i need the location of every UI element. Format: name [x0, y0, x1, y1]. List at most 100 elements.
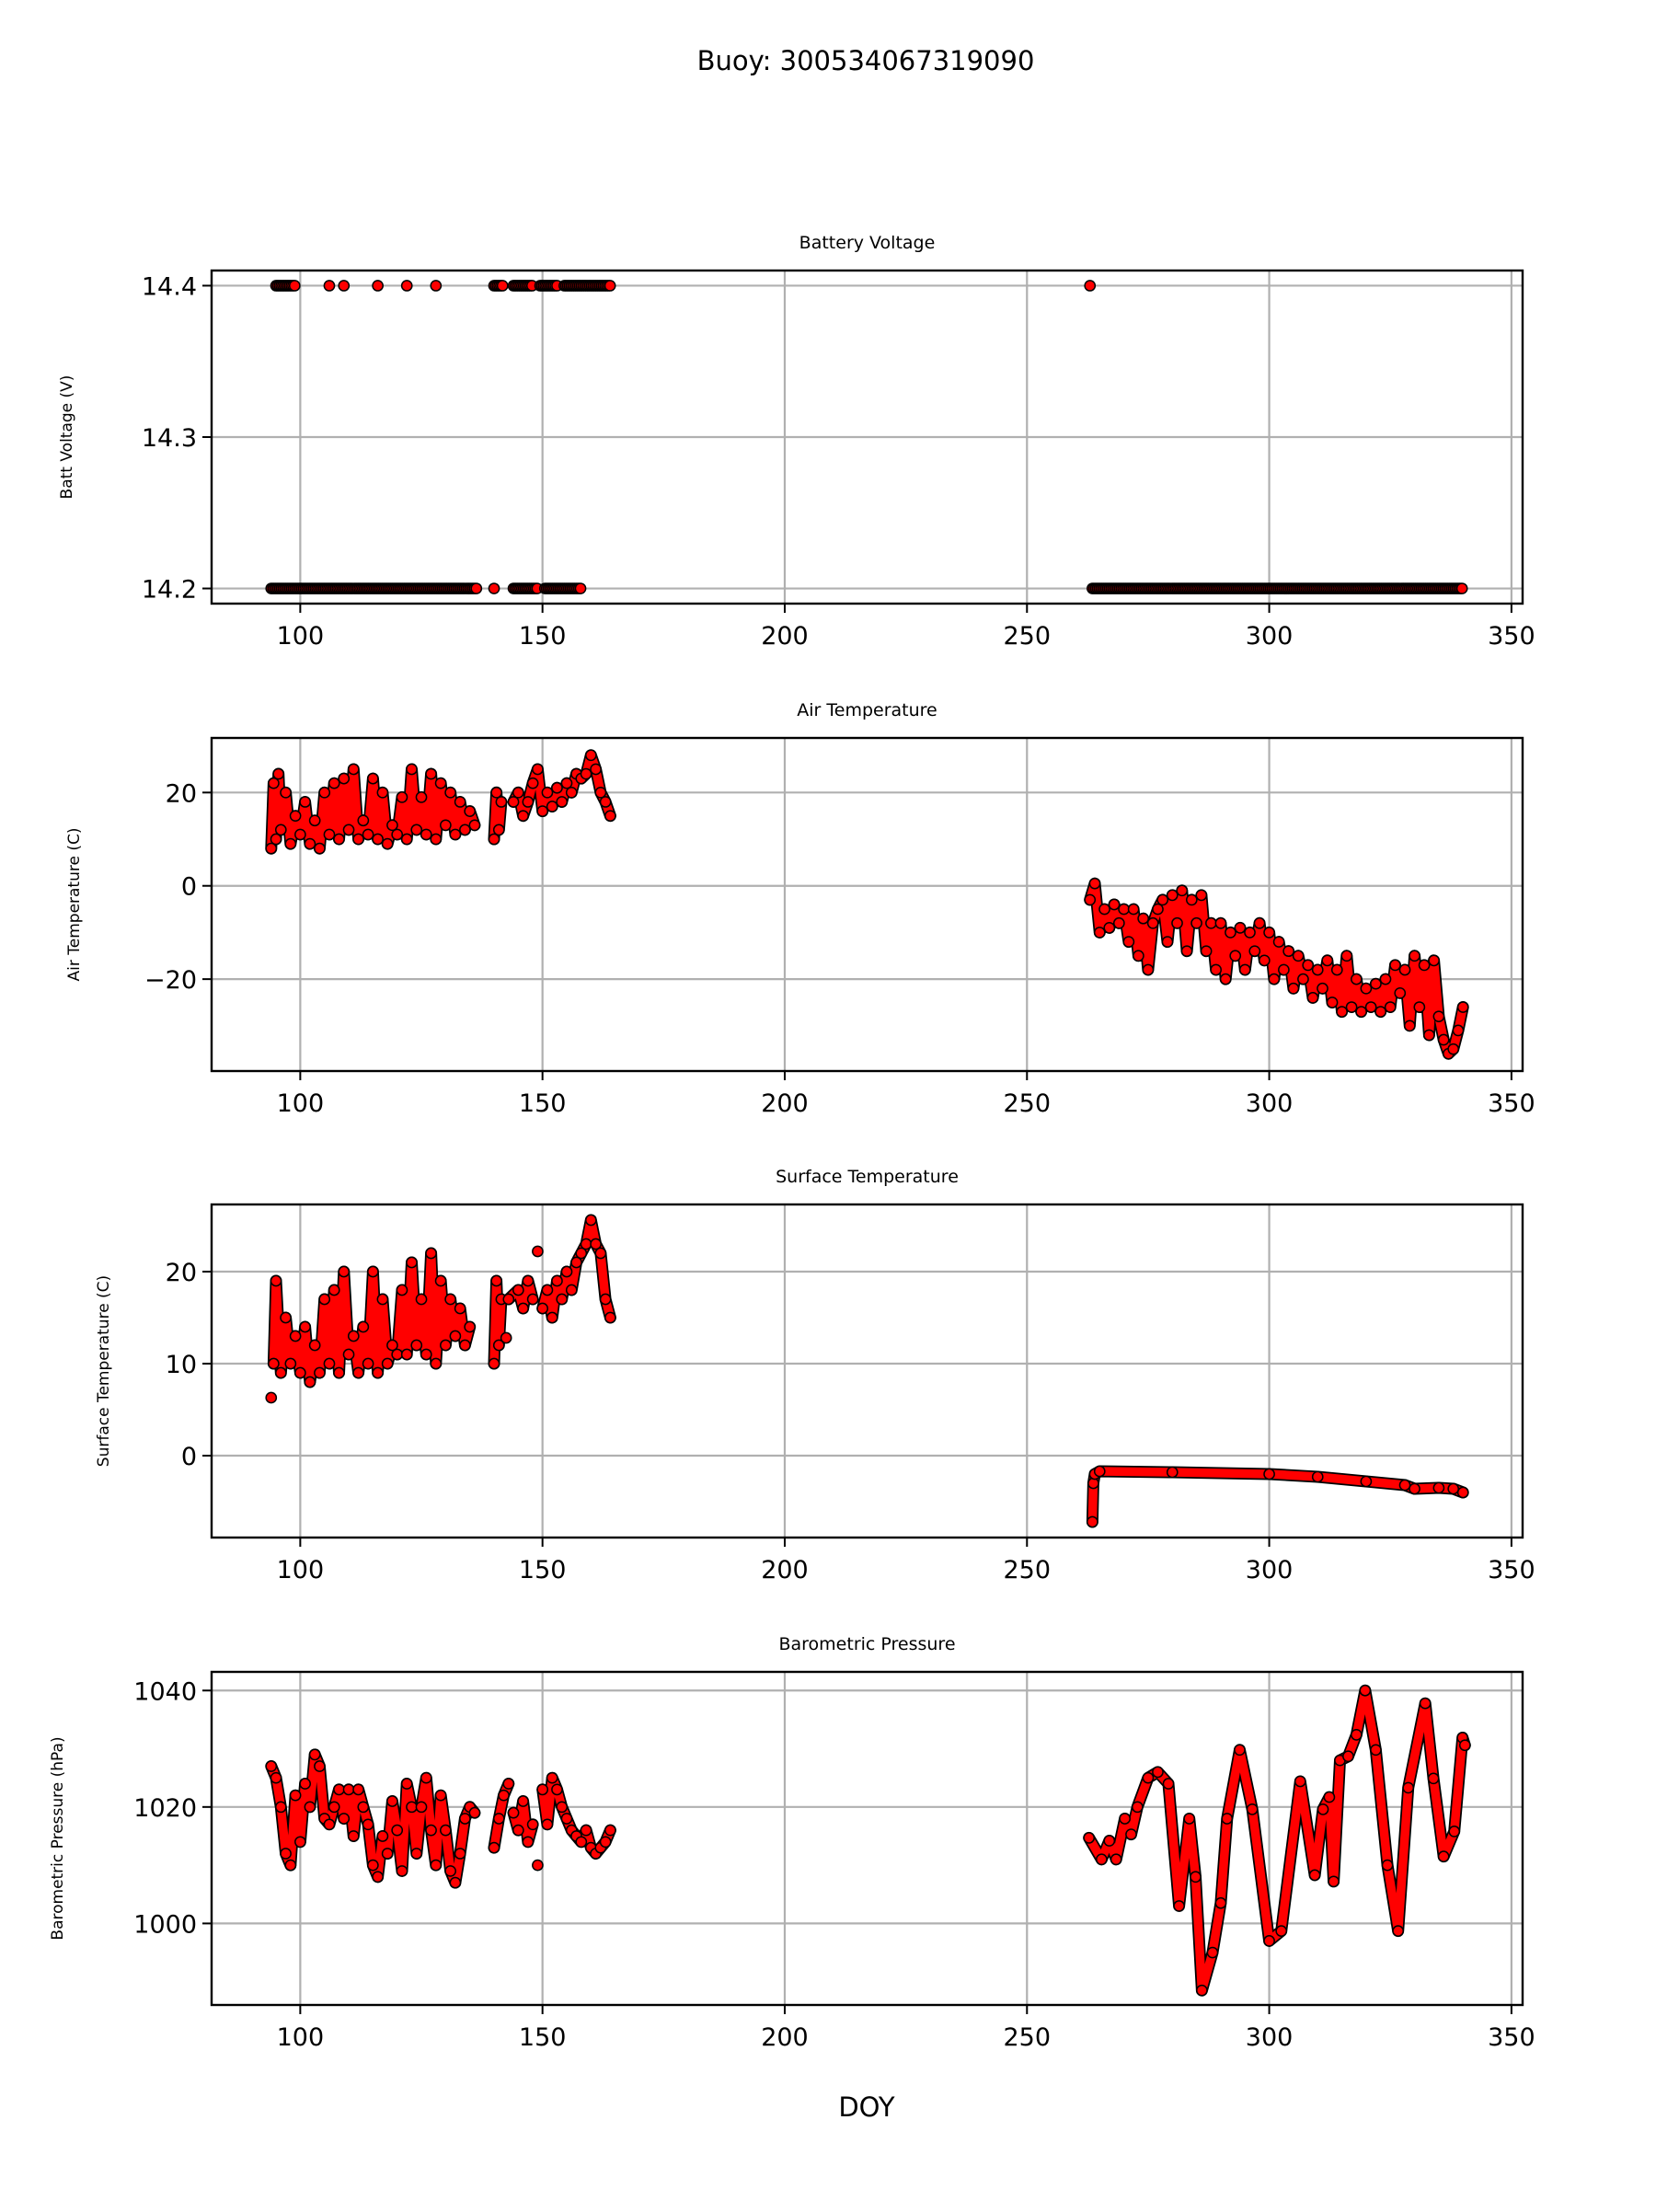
data-point: [1355, 1006, 1367, 1018]
subplot-title: Barometric Pressure: [778, 1634, 955, 1654]
data-point: [420, 1348, 432, 1361]
data-point: [367, 1859, 379, 1872]
data-point: [1413, 1001, 1426, 1013]
data-point: [1392, 1925, 1405, 1937]
data-point: [1287, 982, 1300, 995]
data-point: [1317, 1803, 1329, 1815]
data-point: [1398, 963, 1411, 976]
x-tick-label: 100: [277, 1556, 325, 1584]
data-point: [536, 1783, 549, 1796]
y-tick-label: 0: [181, 873, 197, 902]
data-point: [512, 1824, 524, 1837]
data-point: [584, 749, 597, 762]
data-point: [328, 777, 340, 789]
data-point: [406, 763, 418, 776]
data-point: [1389, 959, 1401, 972]
data-point: [1452, 1024, 1465, 1037]
x-tick-label: 300: [1246, 622, 1294, 651]
data-point: [1190, 1871, 1202, 1884]
data-point: [270, 1771, 282, 1784]
data-point: [396, 791, 408, 803]
data-point: [1096, 1853, 1108, 1866]
data-point: [604, 280, 616, 292]
data-point: [284, 1357, 297, 1370]
data-point: [1084, 280, 1097, 292]
data-point: [274, 824, 287, 836]
data-point: [1374, 1006, 1387, 1018]
data-point: [580, 1824, 592, 1837]
data-point: [1200, 945, 1213, 958]
data-point: [420, 828, 432, 841]
data-point: [352, 1366, 364, 1379]
data-point: [1131, 1801, 1144, 1814]
subplot-title: Surface Temperature: [776, 1167, 959, 1187]
data-point: [342, 1348, 355, 1361]
data-point: [604, 1824, 616, 1837]
data-point: [498, 1789, 510, 1802]
data-point: [347, 763, 360, 776]
data-point: [1146, 916, 1159, 929]
data-point: [1229, 950, 1242, 962]
data-point: [1351, 973, 1363, 985]
data-point: [1278, 963, 1290, 976]
data-point: [1263, 927, 1275, 939]
data-point: [1171, 916, 1183, 929]
data-point: [1345, 1001, 1358, 1013]
data-point: [357, 1320, 370, 1333]
data-point: [560, 777, 573, 789]
data-point: [470, 582, 483, 594]
data-point: [314, 842, 326, 855]
data-point: [1340, 950, 1353, 962]
series-line: [489, 788, 506, 844]
data-point: [1381, 1859, 1394, 1872]
data-point: [333, 833, 345, 846]
y-tick-label: 10: [166, 1351, 197, 1379]
data-point: [1110, 1853, 1122, 1866]
x-tick-label: 150: [519, 1089, 567, 1118]
data-point: [308, 1748, 321, 1761]
y-tick-label: 14.3: [142, 424, 197, 453]
data-point: [440, 819, 452, 832]
data-point: [599, 1836, 612, 1849]
data-point: [1447, 1043, 1460, 1055]
data-point: [500, 1331, 512, 1344]
data-point: [1317, 982, 1328, 995]
data-point: [272, 767, 285, 780]
data-point: [357, 1801, 370, 1814]
data-point: [454, 1302, 466, 1315]
data-point: [400, 1778, 413, 1790]
data-point: [444, 1293, 456, 1306]
data-point: [1210, 963, 1223, 976]
y-tick-label: −20: [144, 966, 197, 995]
data-point: [289, 810, 302, 823]
x-tick-label: 150: [519, 622, 567, 651]
data-point: [565, 1284, 578, 1296]
data-point: [502, 1778, 515, 1790]
data-point: [338, 772, 351, 785]
data-point: [541, 1284, 554, 1296]
x-tick-label: 200: [761, 2023, 809, 2052]
data-point: [420, 1771, 432, 1784]
data-point: [265, 842, 278, 855]
data-point: [1456, 1001, 1469, 1013]
data-point: [1173, 1900, 1185, 1912]
data-point: [492, 1339, 505, 1352]
data-point: [1088, 877, 1101, 890]
data-point: [396, 1865, 408, 1877]
axes-frame: [210, 1670, 1524, 2007]
data-point: [1196, 1984, 1208, 1997]
data-point: [440, 1824, 452, 1837]
data-point: [1328, 1875, 1340, 1888]
data-point: [270, 833, 282, 846]
data-point: [1190, 916, 1202, 929]
data-point: [594, 786, 607, 799]
data-point: [1403, 1020, 1416, 1032]
data-point: [304, 837, 316, 850]
data-point: [265, 1760, 278, 1772]
data-point: [294, 828, 306, 841]
data-point: [1238, 963, 1251, 976]
data-point: [1263, 1935, 1275, 1947]
data-point: [381, 837, 394, 850]
data-series: [265, 1684, 1471, 1997]
